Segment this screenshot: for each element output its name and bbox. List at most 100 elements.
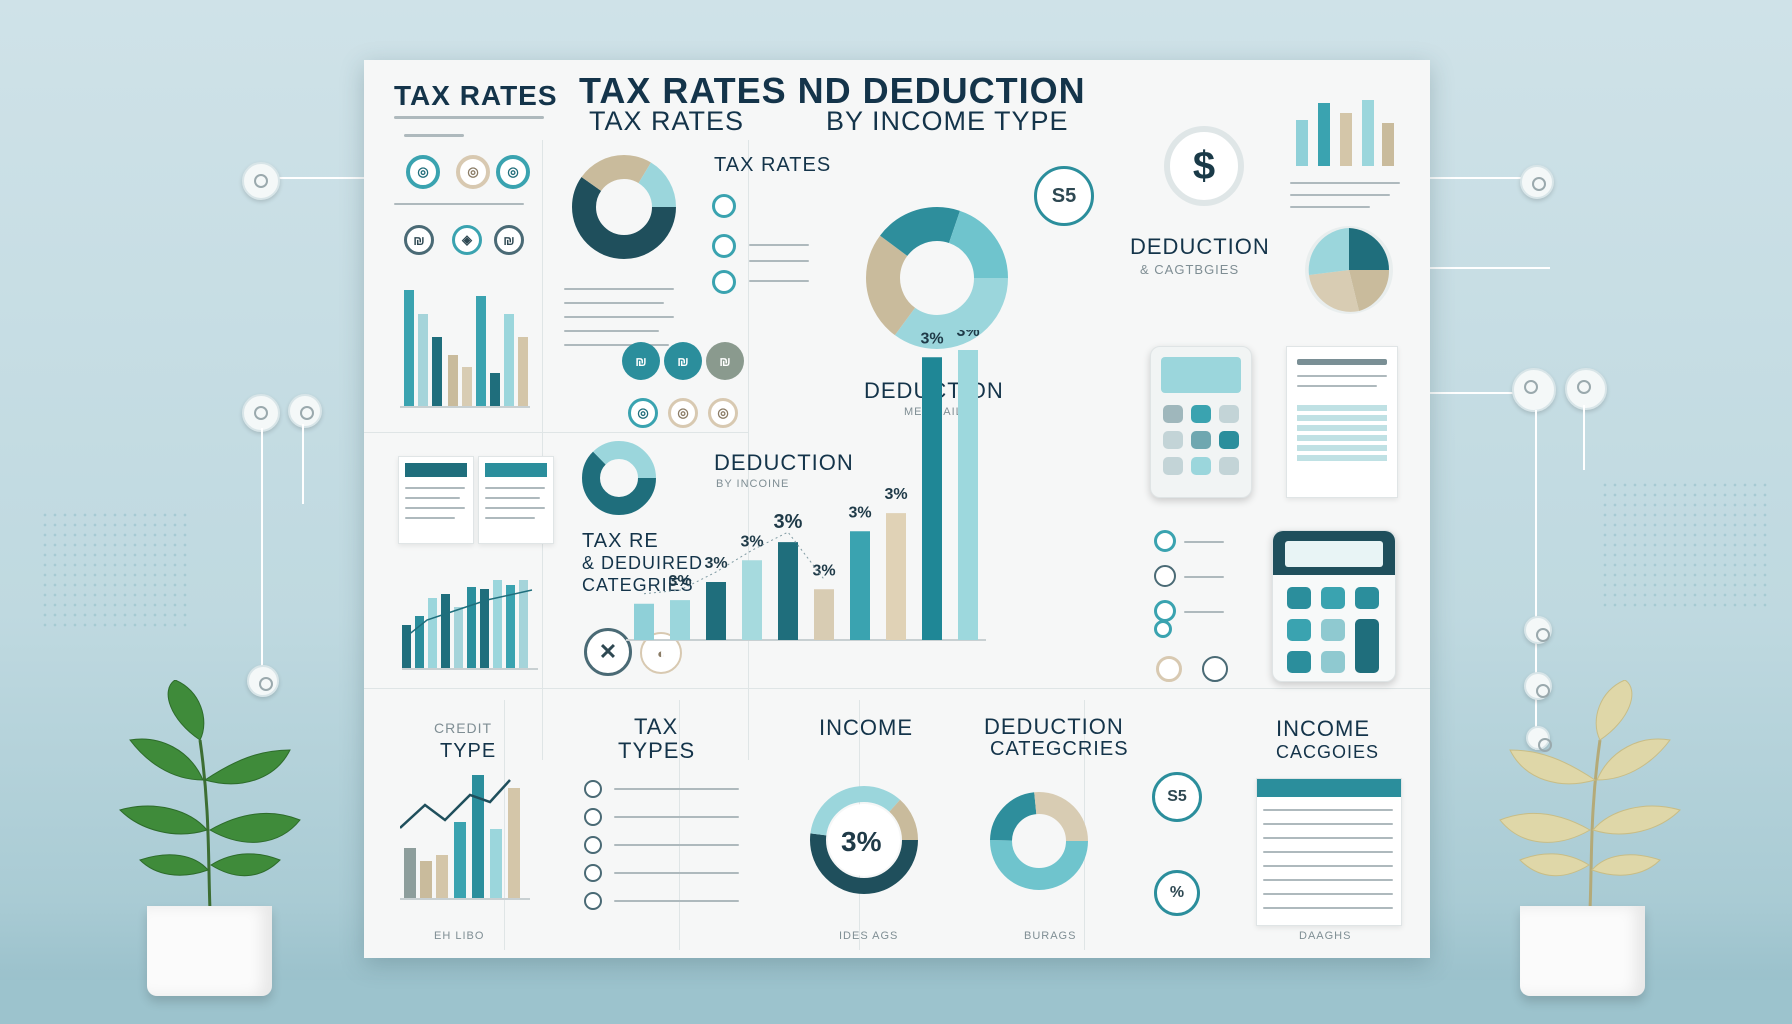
pie-chart-right xyxy=(1305,226,1393,314)
tax-icon-15: ◎ xyxy=(628,398,658,428)
bar xyxy=(428,598,437,670)
main-chart-bar xyxy=(886,513,906,640)
knob-right-bottom-2 xyxy=(1524,672,1552,700)
bar xyxy=(1340,113,1352,166)
calc-key xyxy=(1163,431,1183,449)
income-categories-line1: INCOME xyxy=(1276,716,1370,741)
calculator-1 xyxy=(1150,346,1252,498)
main-title: TAX RATES ND DEDUCTION xyxy=(579,70,1086,111)
tax-icon-1: ◎ xyxy=(406,155,440,189)
main-chart-bar xyxy=(922,357,942,640)
footer-3: BURAGS xyxy=(1024,930,1077,942)
bar xyxy=(1382,123,1394,166)
document-right xyxy=(1286,346,1398,498)
donut-chart-main xyxy=(866,207,1008,349)
wire-right-top xyxy=(1430,177,1525,179)
plant-right-pot xyxy=(1520,906,1645,996)
wall-dots-left xyxy=(40,510,190,630)
top-left-subtitle-lines xyxy=(394,116,544,119)
wire-right-mid xyxy=(1430,267,1550,269)
main-title-line2-a: TAX RATES xyxy=(589,106,745,136)
col3-text-lines-2 xyxy=(749,260,809,262)
col3-text-lines-3 xyxy=(749,280,809,282)
main-chart-bar xyxy=(706,582,726,640)
main-title-line2-b: BY INCOME TYPE xyxy=(826,106,1069,136)
donut-chart-top xyxy=(572,155,676,259)
deduction-categories-title: DEDUCTION xyxy=(1130,234,1270,259)
main-chart-data-label: 3% xyxy=(774,511,803,533)
table-line xyxy=(1263,893,1393,895)
knob-left-bottom xyxy=(247,665,279,697)
small-icons-text-2 xyxy=(1184,576,1224,578)
doc-line xyxy=(1297,359,1387,365)
tax-icon-16: ◎ xyxy=(668,398,698,428)
tax-icon-4: ₪ xyxy=(404,225,434,255)
divider-h2 xyxy=(364,688,1430,689)
top-right-text-lines-2 xyxy=(1290,194,1390,196)
tax-icon-3: ◎ xyxy=(496,155,530,189)
table-line xyxy=(1263,851,1393,853)
col3-text-lines xyxy=(749,244,809,246)
main-chart-data-label: 3% xyxy=(920,330,943,347)
table-line xyxy=(1263,907,1393,909)
bar xyxy=(490,372,500,408)
main-chart-data-label: 3% xyxy=(956,330,979,340)
doc-line xyxy=(405,507,465,509)
calc-key xyxy=(1163,457,1183,475)
knob-left-mid-1 xyxy=(242,394,280,432)
tax-icon-9 xyxy=(712,194,736,218)
top-left-title: TAX RATES xyxy=(394,80,558,111)
bar xyxy=(480,589,489,670)
calc-key xyxy=(1287,651,1311,673)
deduction-categories-sub: & CAGTBGIES xyxy=(1140,262,1240,277)
divider-v2 xyxy=(748,140,749,760)
income-title: INCOME xyxy=(819,715,913,740)
wire-right-vertical-2 xyxy=(1583,405,1585,470)
dollar-sign: $ xyxy=(1192,143,1216,188)
tax-types-line1: TAX xyxy=(634,714,679,739)
small-icon-1 xyxy=(1154,530,1176,552)
doc-line xyxy=(485,487,545,489)
wall-dots-right xyxy=(1600,480,1770,610)
bar xyxy=(472,775,484,900)
credit-type-title: TYPE xyxy=(440,740,497,762)
main-chart-data-label: 3% xyxy=(704,555,727,572)
tax-icon-6: ₪ xyxy=(494,225,524,255)
divider-v3 xyxy=(504,700,505,950)
wire-right-mid-2 xyxy=(1430,392,1515,394)
small-tax-rates-title: TAX RATES xyxy=(714,154,832,176)
list-line xyxy=(614,816,739,818)
doc-line xyxy=(405,487,465,489)
bar xyxy=(454,822,466,900)
tax-icon-17: ◎ xyxy=(708,398,738,428)
calc-key xyxy=(1219,405,1239,423)
doc-line xyxy=(405,497,460,499)
knob-left-top xyxy=(242,162,280,200)
tax-icon-7: ✕ xyxy=(584,628,632,676)
deduction-by-income-title: DEDUCTION xyxy=(714,450,854,475)
small-icon-3 xyxy=(1154,600,1176,622)
small-icon-5 xyxy=(1156,656,1182,682)
knob-right-mid-1 xyxy=(1512,368,1556,412)
tax-types-list xyxy=(584,780,749,930)
knob-right-bottom-3 xyxy=(1526,726,1552,752)
main-chart-bar xyxy=(670,600,690,640)
bar xyxy=(462,366,472,408)
bar xyxy=(402,625,411,670)
wire-left-vertical xyxy=(261,428,263,668)
top-right-text-lines-3 xyxy=(1290,206,1370,208)
calc-key xyxy=(1321,587,1345,609)
tax-icon-14: ₪ xyxy=(706,342,744,380)
s5-badge-small-1: S5 xyxy=(1152,772,1202,822)
axis xyxy=(400,898,530,900)
main-bar-chart-svg: 3% 3% 3% 3% 3% 3% 3% 3% 3% xyxy=(626,323,986,641)
document-1 xyxy=(398,456,474,544)
top-right-text-lines xyxy=(1290,182,1400,184)
plant-right xyxy=(1440,679,1740,911)
footer-1: EH LIBO xyxy=(434,930,485,942)
tax-icon-5: ◈ xyxy=(452,225,482,255)
bottom-left-bar-chart xyxy=(400,770,530,900)
doc-line xyxy=(1297,375,1387,377)
bottom-left-trend-line xyxy=(400,779,511,829)
bar xyxy=(518,337,528,408)
